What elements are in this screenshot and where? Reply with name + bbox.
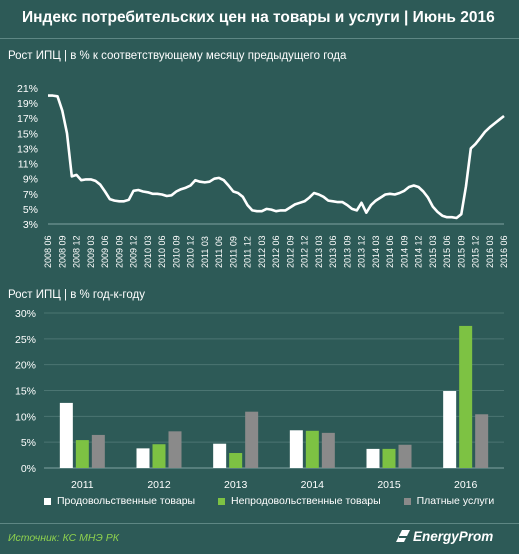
bar-food xyxy=(136,448,150,468)
line-y-tick-label: 15% xyxy=(17,128,38,140)
line-x-tick-label: 2014 12 xyxy=(414,235,424,268)
line-x-tick-label: 2011 09 xyxy=(228,236,238,268)
legend-swatch-nonfood xyxy=(218,497,226,505)
bar-food xyxy=(59,402,73,468)
bar-services xyxy=(168,431,182,468)
line-x-tick-label: 2010 12 xyxy=(186,235,196,268)
bar-nonfood xyxy=(229,453,243,468)
bar-x-tick-label: 2015 xyxy=(377,479,401,491)
line-x-tick-label: 2016 06 xyxy=(499,235,509,268)
line-x-tick-label: 2011 06 xyxy=(214,236,224,268)
bar-services xyxy=(245,411,259,468)
line-x-tick-label: 2015 09 xyxy=(456,235,466,268)
line-y-tick-label: 9% xyxy=(23,174,38,186)
bar-nonfood xyxy=(382,448,396,468)
line-x-tick-label: 2013 06 xyxy=(328,235,338,268)
line-x-tick-label: 2010 03 xyxy=(143,235,153,268)
energyprom-logo-icon xyxy=(396,530,410,542)
line-y-tick-label: 5% xyxy=(23,204,38,216)
bar-y-tick-label: 30% xyxy=(15,308,36,320)
bar-nonfood xyxy=(459,325,473,468)
legend-swatch-services xyxy=(403,497,411,505)
line-chart-title: Рост ИПЦ | в % к соответствующему месяцу… xyxy=(8,50,347,62)
line-x-tick-label: 2013 12 xyxy=(357,235,367,268)
bar-chart-title: Рост ИПЦ | в % год-к-году xyxy=(8,289,145,301)
legend-label-services: Платные услуги xyxy=(416,495,495,507)
line-x-tick-label: 2014 03 xyxy=(371,235,381,268)
line-x-tick-label: 2015 03 xyxy=(428,235,438,268)
line-x-tick-label: 2012 12 xyxy=(300,235,310,268)
line-x-tick-label: 2010 09 xyxy=(171,235,181,268)
line-x-tick-label: 2009 12 xyxy=(129,235,139,268)
cpi-monthly-line xyxy=(48,94,505,220)
line-y-tick-label: 3% xyxy=(23,219,38,231)
bar-x-tick-label: 2011 xyxy=(71,479,94,491)
bar-services xyxy=(321,432,335,468)
bar-food xyxy=(366,448,380,468)
bar-nonfood xyxy=(152,444,166,468)
line-x-tick-label: 2013 03 xyxy=(314,235,324,268)
bar-x-tick-label: 2016 xyxy=(454,479,478,491)
bar-services xyxy=(398,444,412,468)
line-x-tick-label: 2009 03 xyxy=(86,235,96,268)
line-x-tick-label: 2008 06 xyxy=(43,235,53,268)
line-y-tick-label: 21% xyxy=(17,83,38,95)
line-x-tick-label: 2012 03 xyxy=(257,235,267,268)
line-x-tick-label: 2014 09 xyxy=(399,235,409,268)
line-x-tick-label: 2009 06 xyxy=(100,235,110,268)
legend-item-food: Продовольственные товары xyxy=(44,495,195,507)
line-y-tick-label: 13% xyxy=(17,143,38,155)
line-y-tick-label: 17% xyxy=(17,113,38,125)
brand-name: EnergyProm xyxy=(413,529,494,544)
line-y-tick-label: 19% xyxy=(17,98,38,110)
line-x-tick-label: 2014 06 xyxy=(385,235,395,268)
footer-divider xyxy=(0,523,519,524)
legend-item-nonfood: Непродовольственные товары xyxy=(218,495,381,507)
legend-label-nonfood: Непродовольственные товары xyxy=(231,495,381,507)
line-x-tick-label: 2013 09 xyxy=(342,235,352,268)
bar-food xyxy=(213,443,227,468)
line-x-tick-label: 2011 03 xyxy=(200,236,210,268)
line-x-tick-label: 2015 06 xyxy=(442,235,452,268)
line-y-tick-label: 11% xyxy=(18,159,38,171)
line-x-tick-label: 2012 06 xyxy=(271,235,281,268)
bar-nonfood xyxy=(305,430,319,468)
bar-y-tick-label: 25% xyxy=(15,334,36,346)
line-x-tick-label: 2008 09 xyxy=(57,235,67,268)
line-x-tick-label: 2008 12 xyxy=(72,235,82,268)
title-divider xyxy=(0,38,519,39)
line-x-tick-label: 2015 12 xyxy=(471,235,481,268)
bar-services xyxy=(91,434,105,468)
bar-services xyxy=(475,414,489,468)
bar-y-tick-label: 5% xyxy=(21,437,36,449)
bar-nonfood xyxy=(75,440,89,468)
line-x-tick-label: 2012 09 xyxy=(285,235,295,268)
legend: Продовольственные товары Непродовольстве… xyxy=(44,495,514,507)
legend-item-services: Платные услуги xyxy=(403,495,495,507)
line-x-tick-label: 2010 06 xyxy=(157,235,167,268)
bar-x-tick-label: 2014 xyxy=(301,479,325,491)
line-y-tick-label: 7% xyxy=(23,189,38,201)
bar-y-tick-label: 0% xyxy=(21,463,36,475)
line-x-tick-label: 2016 03 xyxy=(485,235,495,268)
line-x-tick-label: 2011 12 xyxy=(243,236,253,268)
bar-y-tick-label: 20% xyxy=(15,360,36,372)
line-x-tick-label: 2009 09 xyxy=(114,235,124,268)
chart-title: Индекс потребительских цен на товары и у… xyxy=(22,9,495,26)
source-note: Источник: КС МНЭ РК xyxy=(8,532,119,544)
bar-y-tick-label: 10% xyxy=(15,411,36,423)
legend-label-food: Продовольственные товары xyxy=(57,495,196,507)
bar-x-tick-label: 2012 xyxy=(147,479,171,491)
legend-swatch-food xyxy=(44,497,51,505)
bar-y-tick-label: 15% xyxy=(15,386,36,398)
bar-food xyxy=(443,391,457,468)
bar-x-tick-label: 2013 xyxy=(224,479,248,491)
bar-food xyxy=(289,430,303,468)
